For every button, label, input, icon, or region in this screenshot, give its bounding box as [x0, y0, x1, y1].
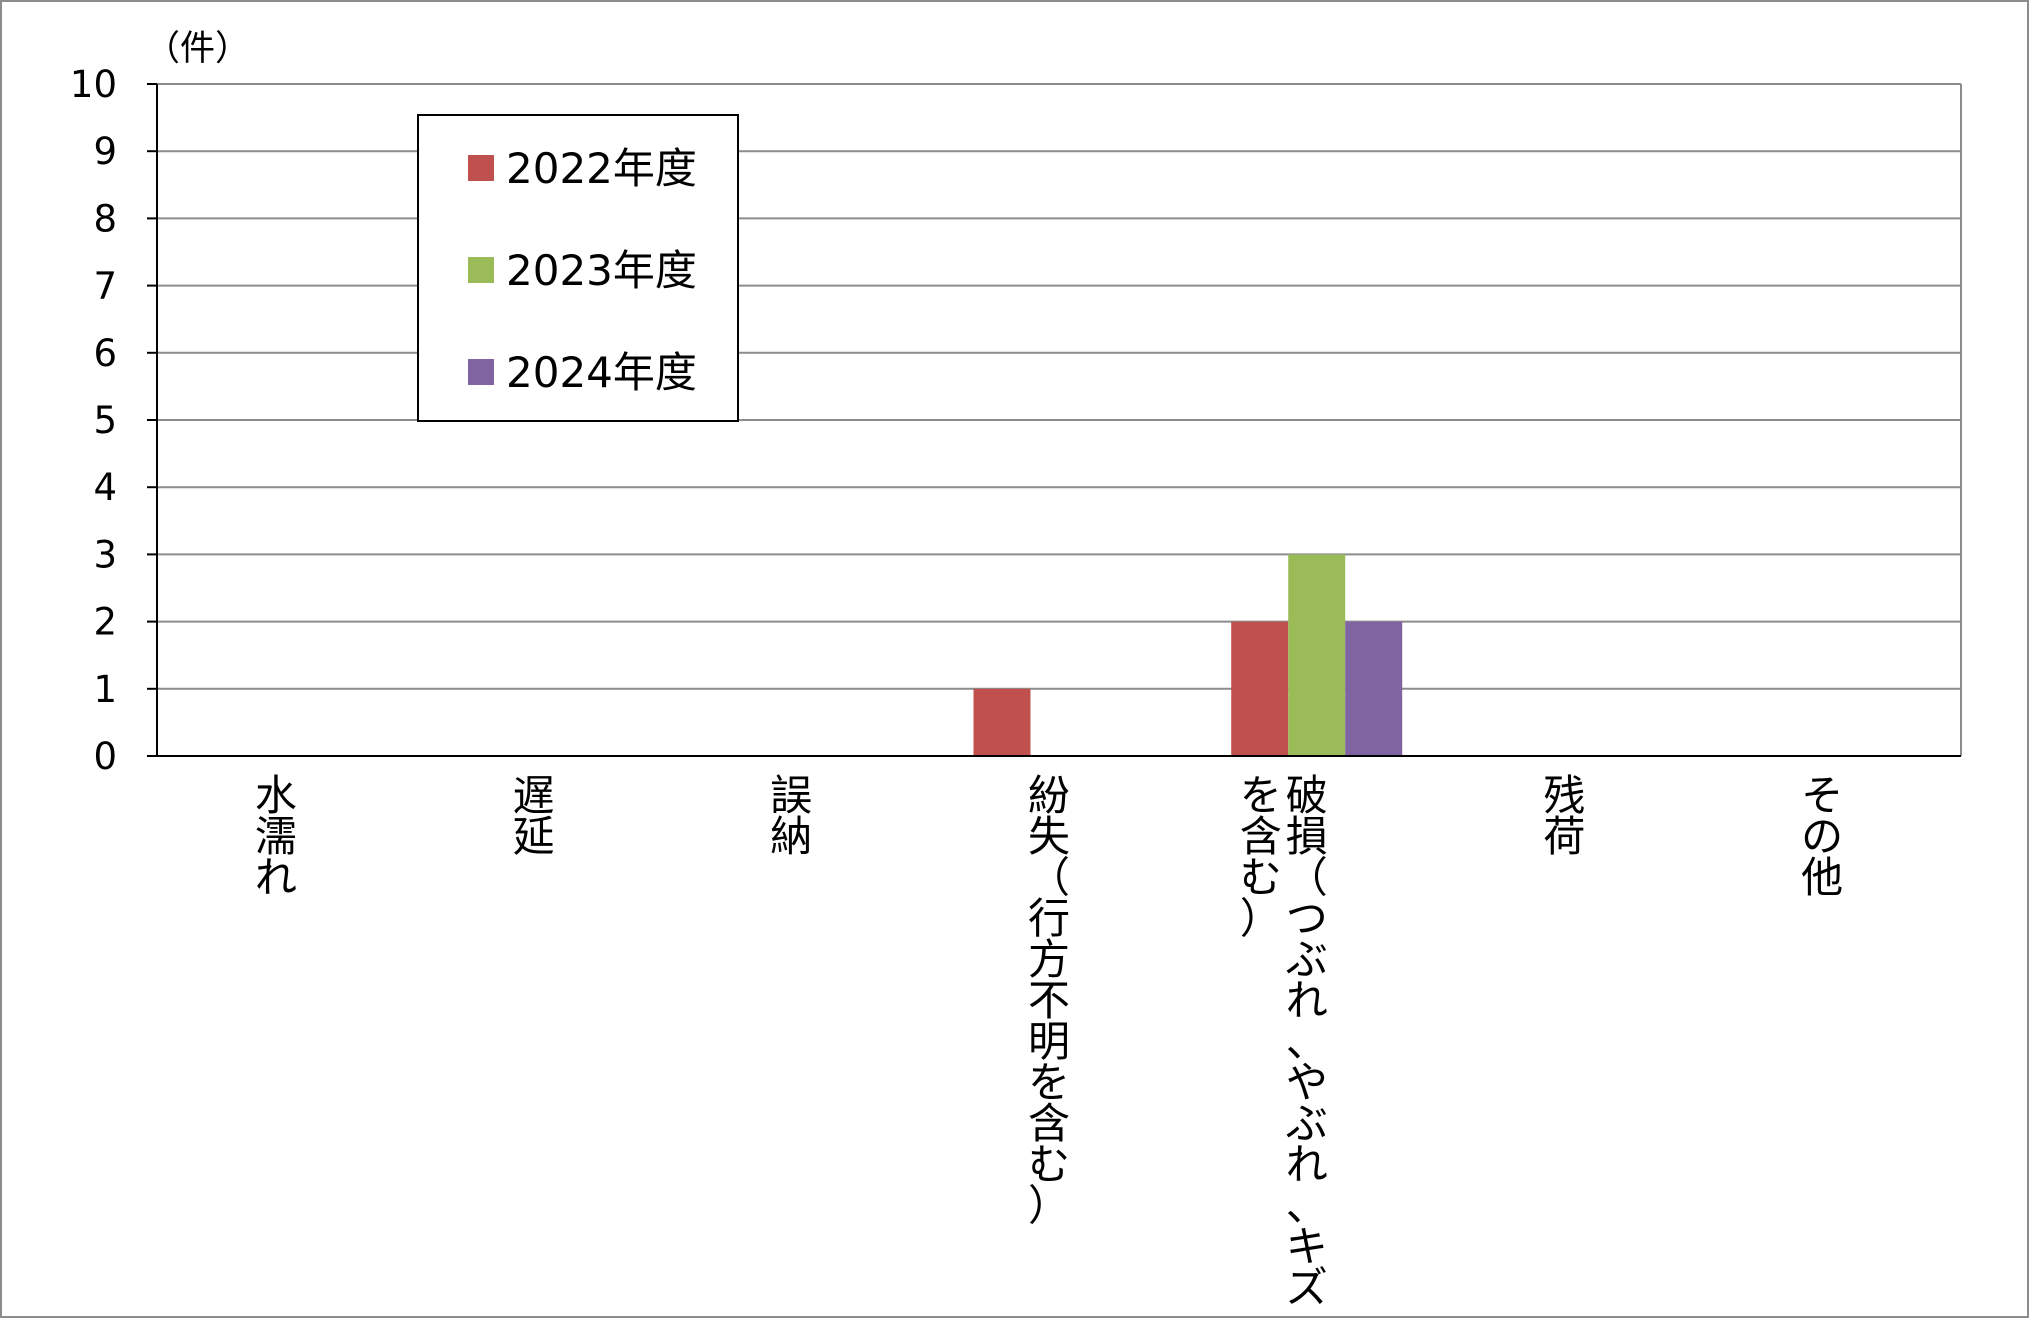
bar-2023年度-4 — [1288, 554, 1346, 756]
bar-2022年度-3 — [973, 688, 1031, 756]
category-label-char: 明 — [1028, 1017, 1070, 1066]
y-tick-label: 1 — [93, 668, 117, 711]
category-label-char: 遅 — [513, 771, 555, 820]
category-label-char: を — [1240, 771, 1282, 820]
y-tick-label: 5 — [93, 399, 117, 442]
category-label-char: そ — [1801, 771, 1843, 820]
category-label-char: 水 — [255, 771, 297, 820]
category-label-char: 濡 — [255, 812, 297, 861]
category-label-char: 荷 — [1543, 812, 1585, 861]
y-tick-label: 9 — [93, 130, 117, 173]
category-label-char: れ — [1286, 976, 1328, 1025]
category-label-char: 他 — [1801, 853, 1843, 902]
category-label-char: む — [1240, 853, 1282, 902]
category-label-char: や — [1286, 1058, 1328, 1107]
category-label-char: ） — [1240, 894, 1282, 943]
category-label-char: 損 — [1286, 812, 1328, 861]
category-label-char: の — [1801, 812, 1843, 861]
category-label-char: 紛 — [1028, 771, 1070, 820]
category-label-char: 不 — [1028, 976, 1070, 1025]
category-label-char: を — [1028, 1058, 1070, 1107]
legend-label: 2024年度 — [506, 348, 697, 397]
y-tick-label: 6 — [93, 332, 117, 375]
y-tick-label: 7 — [93, 265, 117, 308]
category-label-char: 行 — [1028, 894, 1070, 943]
y-unit-label: （件） — [145, 29, 250, 69]
category-label-char: キ — [1286, 1222, 1328, 1271]
category-label-char: 、 — [1286, 1017, 1328, 1066]
category-label-char: ぶ — [1286, 935, 1328, 984]
category-label-char: ズ — [1286, 1263, 1328, 1312]
legend-swatch-2024年度 — [468, 359, 494, 385]
y-tick-label: 2 — [93, 601, 117, 644]
category-label-char: ぶ — [1286, 1099, 1328, 1148]
y-tick-label: 0 — [93, 735, 117, 778]
category-label-char: ） — [1028, 1181, 1070, 1230]
category-label-char: 破 — [1286, 771, 1328, 820]
bar-2024年度-4 — [1345, 621, 1403, 756]
legend-swatch-2023年度 — [468, 257, 494, 283]
category-label-char: 納 — [770, 812, 812, 861]
category-label-char: 含 — [1240, 812, 1282, 861]
category-label-char: れ — [255, 853, 297, 902]
category-label-char: 延 — [513, 812, 555, 861]
category-label-char: れ — [1286, 1140, 1328, 1189]
category-label-char: 失 — [1028, 812, 1070, 861]
legend-label: 2023年度 — [506, 246, 697, 295]
bar-2022年度-4 — [1231, 621, 1289, 756]
category-label-char: （ — [1286, 853, 1328, 902]
category-label-char: む — [1028, 1140, 1070, 1189]
category-label-char: 残 — [1543, 771, 1585, 820]
y-tick-label: 8 — [93, 197, 117, 240]
category-label-char: 含 — [1028, 1099, 1070, 1148]
y-tick-label: 10 — [70, 63, 117, 106]
category-label-char: 誤 — [770, 771, 812, 820]
legend-label: 2022年度 — [506, 144, 697, 193]
legend-swatch-2022年度 — [468, 155, 494, 181]
y-tick-label: 3 — [93, 533, 117, 576]
category-label-char: 、 — [1286, 1181, 1328, 1230]
category-label-char: （ — [1028, 853, 1070, 902]
category-label-char: 方 — [1028, 935, 1070, 984]
category-label-char: つ — [1286, 894, 1328, 943]
y-tick-label: 4 — [93, 466, 117, 509]
